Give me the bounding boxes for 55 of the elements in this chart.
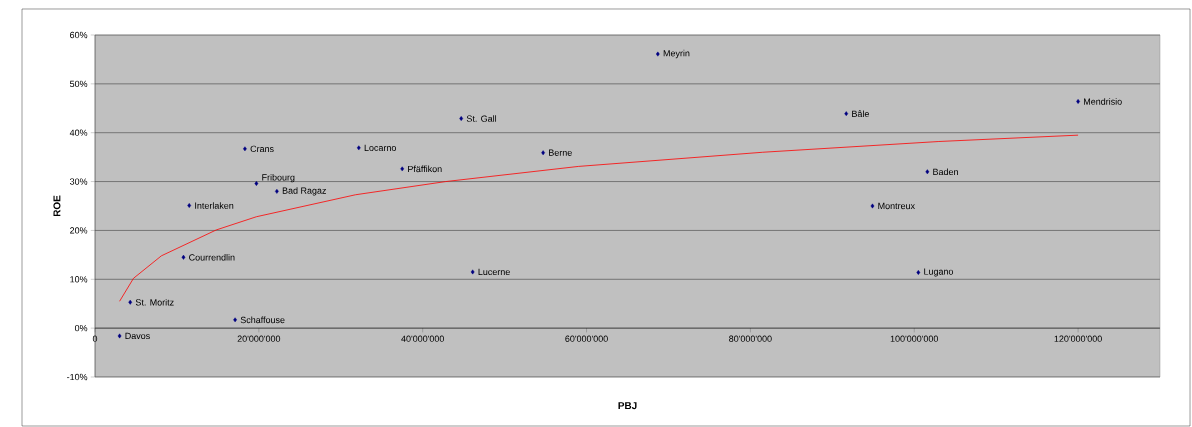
- y-axis-title: ROE: [53, 195, 61, 217]
- y-tick-label: 40%: [69, 129, 88, 136]
- annotation: St. Gall: [466, 115, 497, 122]
- annotation: Crans: [250, 145, 274, 153]
- point: [916, 270, 921, 275]
- annotation: St. Moritz: [135, 298, 174, 306]
- annotation: Pfäffikon: [408, 165, 442, 173]
- y-tick-label: -10%: [67, 373, 88, 381]
- point: [925, 169, 930, 175]
- x-tick-label: 80'000'000: [729, 335, 772, 342]
- point: [655, 51, 660, 57]
- annotation: Bâle: [852, 110, 869, 117]
- annotation: Schaffouse: [240, 316, 285, 324]
- annotation: Davos: [125, 332, 150, 340]
- annotation: Baden: [933, 168, 958, 176]
- point: [470, 269, 475, 275]
- y-tick-label: 30%: [69, 178, 88, 185]
- point: [1076, 99, 1080, 104]
- annotation: Mendrisio: [1084, 98, 1122, 105]
- point: [187, 203, 192, 208]
- y-tick-label: 20%: [70, 227, 88, 234]
- point: [400, 166, 405, 172]
- point: [844, 111, 849, 117]
- annotation: Berne: [549, 149, 572, 156]
- annotation: Interlaken: [195, 202, 234, 209]
- point: [128, 299, 133, 305]
- point: [233, 317, 237, 323]
- point: [181, 254, 186, 260]
- x-tick-label: 100'000'000: [890, 335, 939, 342]
- y-tick-label: 60%: [70, 31, 88, 39]
- annotation: Lucerne: [478, 268, 510, 276]
- point: [356, 145, 361, 151]
- y-tick-label: 10%: [70, 276, 88, 283]
- point: [254, 181, 259, 186]
- annotation: Courrendlin: [189, 254, 235, 261]
- annotation: Montreux: [878, 202, 915, 210]
- point: [117, 333, 122, 339]
- annotation: Locarno: [364, 144, 397, 151]
- x-axis-title: PBJ: [618, 402, 637, 410]
- y-tick-label: 0%: [74, 324, 88, 332]
- point: [459, 116, 464, 121]
- annotation: Bad Ragaz: [282, 187, 326, 196]
- annotation: Meyrin: [663, 49, 690, 59]
- x-tick-label: 40'000'000: [401, 335, 444, 342]
- point: [275, 188, 279, 194]
- point: [870, 203, 875, 209]
- point: [541, 150, 545, 156]
- x-tick-label: 120'000'000: [1054, 335, 1102, 342]
- annotation: Fribourg: [262, 173, 295, 183]
- annotation: Lugano: [924, 268, 954, 277]
- x-tick-label: 0: [92, 335, 98, 342]
- x-tick-label: 60'000'000: [565, 335, 608, 342]
- point: [243, 146, 247, 152]
- x-tick-label: 20'000'000: [237, 335, 281, 342]
- y-tick-label: 50%: [69, 80, 88, 88]
